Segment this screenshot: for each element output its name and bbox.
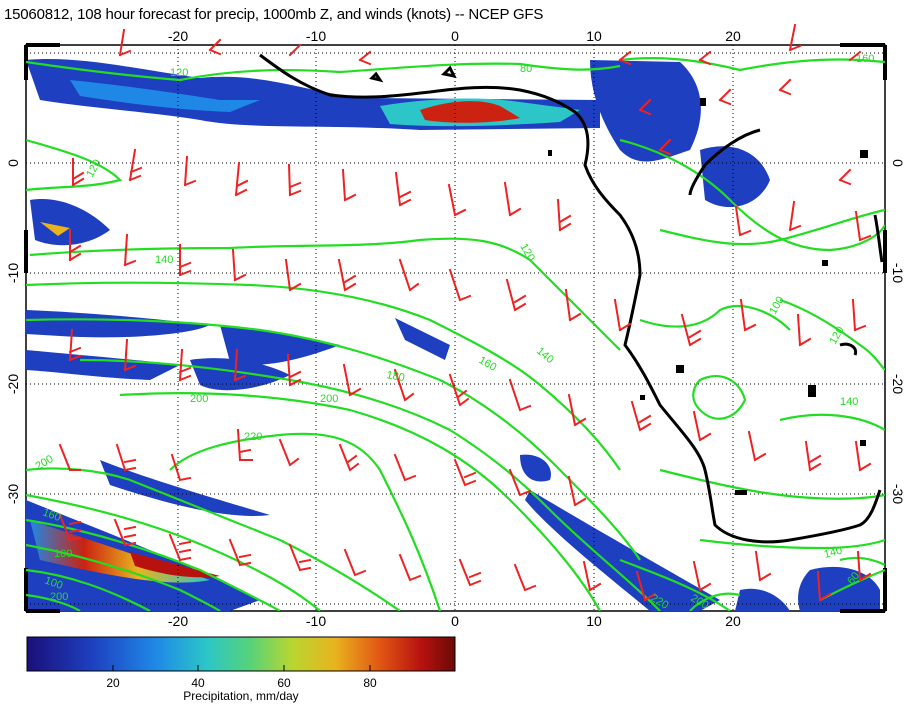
islands: [548, 98, 868, 495]
contour-label: 200: [320, 393, 338, 405]
colorbar-tick: 40: [191, 676, 205, 690]
lat-tick-right: -30: [890, 484, 906, 504]
precip-field: [26, 59, 880, 611]
contour-label: 100: [54, 548, 72, 560]
contour-label: 160: [856, 53, 874, 65]
contour-label: 140: [823, 545, 844, 561]
colorbar-label: Precipitation, mm/day: [183, 689, 299, 703]
lat-tick-right: -10: [890, 263, 906, 283]
lon-tick-top: 20: [725, 28, 741, 44]
colorbar-tick: 60: [277, 676, 291, 690]
lon-tick-bottom: 0: [451, 613, 459, 629]
contour-label: 160: [41, 507, 62, 525]
colorbar-tick: 20: [106, 676, 120, 690]
colorbar: 20 40 60 80: [26, 636, 456, 690]
wind-barbs: [58, 23, 872, 602]
lon-tick-bottom: 20: [725, 613, 741, 629]
height-contours: [26, 56, 885, 611]
contour-label: 140: [840, 396, 858, 408]
map-title: 15060812, 108 hour forecast for precip, …: [4, 6, 544, 23]
lat-tick-left: -30: [5, 484, 21, 504]
colorbar-tick: 80: [363, 676, 377, 690]
contour-label: 200: [50, 591, 68, 603]
lat-tick-right: -20: [890, 374, 906, 394]
contour-label: 140: [155, 254, 173, 266]
lat-tick-right: 0: [890, 159, 906, 167]
lon-tick-bottom: 10: [586, 613, 602, 629]
lat-tick-left: -10: [5, 263, 21, 283]
contour-label: 100: [43, 575, 64, 593]
contour-label: 180: [385, 369, 405, 384]
lon-tick-bottom: -10: [306, 613, 326, 629]
colorbar-gradient: [26, 636, 456, 672]
lon-tick-top: -20: [168, 28, 188, 44]
contour-label: 120: [170, 67, 188, 79]
contour-label: 200: [190, 393, 208, 405]
lon-tick-top: 10: [586, 28, 602, 44]
axis-labels: -20 -10 0 10 20 -20 -10 0 10 20 0 -10 -2…: [5, 28, 906, 629]
contour-label: 80: [520, 63, 532, 75]
lon-tick-top: 0: [451, 28, 459, 44]
coastline: [259, 53, 884, 544]
lon-tick-bottom: -20: [168, 613, 188, 629]
contour-label: 220: [244, 431, 262, 443]
lon-tick-top: -10: [306, 28, 326, 44]
lat-tick-left: 0: [5, 159, 21, 167]
lat-tick-left: -20: [5, 374, 21, 394]
